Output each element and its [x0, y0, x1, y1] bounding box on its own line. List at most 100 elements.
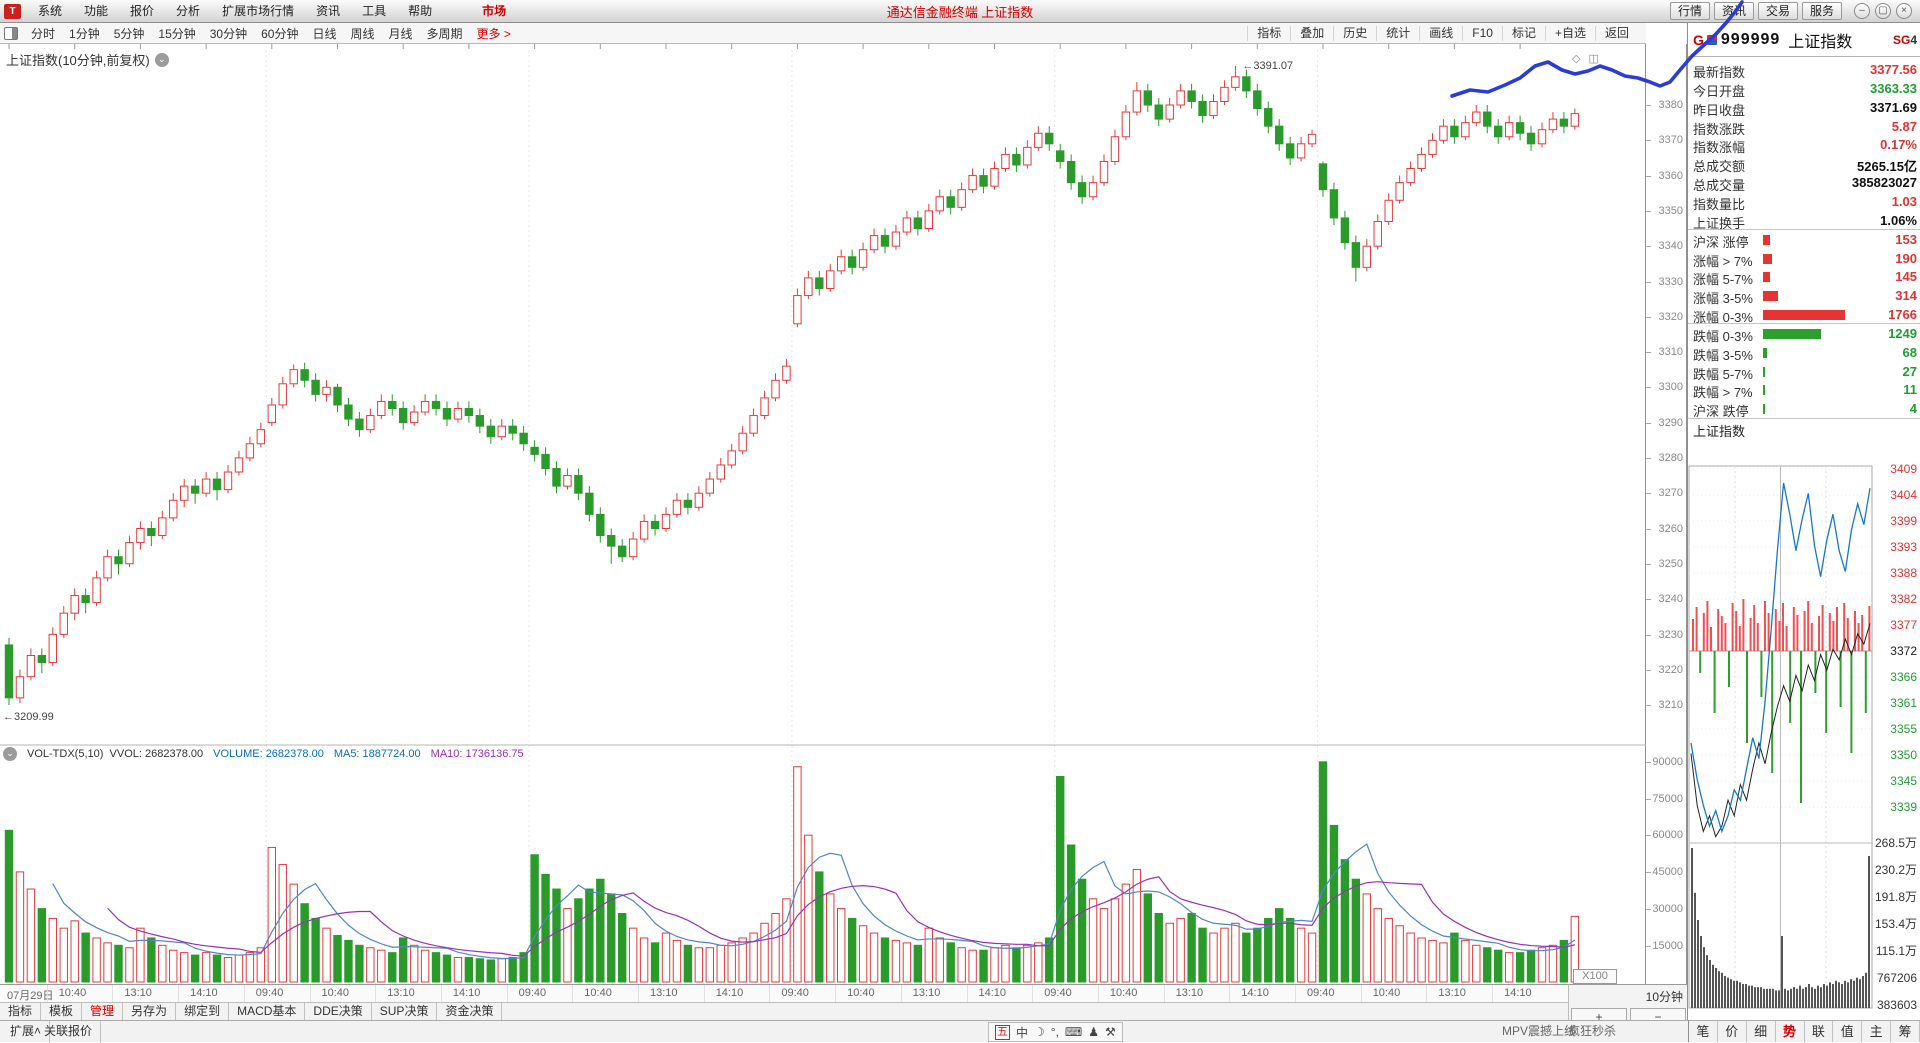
menu-帮助[interactable]: 帮助: [408, 3, 433, 18]
tool-叠加[interactable]: 叠加: [1290, 26, 1333, 41]
time-separator: [835, 985, 837, 1003]
time-separator: [309, 985, 311, 1003]
menu-功能[interactable]: 功能: [84, 3, 109, 18]
tab-SUP决策[interactable]: SUP决策: [372, 1003, 438, 1021]
tab-MACD基本[interactable]: MACD基本: [229, 1003, 306, 1021]
tool-画线[interactable]: 画线: [1419, 26, 1462, 41]
period-1分钟[interactable]: 1分钟: [69, 26, 100, 41]
menu-资讯[interactable]: 资讯: [316, 3, 341, 18]
tab-资金决策[interactable]: 资金决策: [437, 1003, 503, 1021]
moon-icon[interactable]: ☽: [1034, 1025, 1045, 1039]
tool-+自选[interactable]: +自选: [1544, 26, 1595, 41]
period-30分钟[interactable]: 30分钟: [209, 26, 248, 41]
collapse-chevron-icon[interactable]: ⌄: [154, 52, 169, 67]
quote-tab-筹[interactable]: 筹: [1891, 1021, 1920, 1042]
period-周线[interactable]: 周线: [350, 26, 375, 41]
quote-row-label: 总成交量: [1693, 178, 1746, 194]
axis-tick: [1646, 387, 1651, 389]
user-icon[interactable]: ♟: [1088, 1025, 1100, 1039]
minimize-button[interactable]: –: [1854, 3, 1870, 19]
tab-指标[interactable]: 指标: [0, 1003, 42, 1021]
quote-row-value: 5265.15亿: [1857, 159, 1917, 175]
tools-icon[interactable]: ⚒: [1105, 1025, 1116, 1039]
tab-管理[interactable]: 管理: [82, 1003, 124, 1021]
lang-icon[interactable]: 中: [1016, 1025, 1029, 1040]
tool-指标[interactable]: 指标: [1247, 26, 1290, 41]
axis-tick: [1646, 762, 1651, 763]
quote-row-label: 跌幅 > 7%: [1693, 385, 1753, 401]
period-5分钟[interactable]: 5分钟: [113, 26, 145, 41]
restore-button[interactable]: ▢: [1875, 3, 1891, 19]
main-chart-area[interactable]: 上证指数(10分钟,前复权) ⌄ ◇ ◫ ←3391.07 ←3209.99 ⌄ …: [0, 44, 1646, 984]
titlebar-button-资讯[interactable]: 资讯: [1714, 2, 1754, 20]
interval-label: 10分钟: [1645, 990, 1683, 1004]
tool-F10[interactable]: F10: [1462, 26, 1502, 41]
time-separator: [900, 985, 902, 1003]
menu-工具[interactable]: 工具: [362, 3, 387, 18]
time-separator: [1492, 985, 1494, 1003]
quote-row: 沪深 涨停 153: [1688, 230, 1920, 250]
menu-报价[interactable]: 报价: [130, 3, 155, 18]
period-多周期[interactable]: 多周期: [426, 26, 463, 41]
titlebar-button-行情[interactable]: 行情: [1670, 2, 1710, 20]
quote-tab-值[interactable]: 值: [1833, 1021, 1863, 1042]
quote-row-value: 1249: [1888, 325, 1917, 341]
layout-icon[interactable]: ◫: [1588, 53, 1599, 65]
axis-tick: [1646, 281, 1651, 283]
keyboard-icon[interactable]: ⌨: [1064, 1025, 1083, 1039]
period-15分钟[interactable]: 15分钟: [158, 26, 196, 41]
punct-icon[interactable]: °,: [1050, 1025, 1059, 1039]
menu-扩展市场行情[interactable]: 扩展市场行情: [222, 3, 295, 18]
quote-tab-联[interactable]: 联: [1805, 1021, 1834, 1042]
quote-tab-笔[interactable]: 笔: [1689, 1021, 1718, 1042]
titlebar-button-交易[interactable]: 交易: [1758, 2, 1798, 20]
promo-text[interactable]: MPV震撼上线: [1502, 1024, 1577, 1038]
menu-系统[interactable]: 系统: [38, 3, 63, 18]
tool-标记[interactable]: 标记: [1501, 26, 1545, 41]
time-label: 14:10: [1504, 987, 1532, 999]
tab-另存为[interactable]: 另存为: [123, 1003, 177, 1021]
volume-label: 45000: [1652, 866, 1683, 879]
time-separator: [46, 985, 48, 1003]
tool-统计[interactable]: 统计: [1376, 26, 1419, 41]
promo-text[interactable]: 疯狂秒杀: [1568, 1024, 1617, 1038]
menu-市场[interactable]: 市场: [482, 3, 507, 18]
titlebar-button-服务[interactable]: 服务: [1802, 2, 1842, 20]
tool-返回[interactable]: 返回: [1594, 26, 1638, 41]
quote-row-bar: [1763, 310, 1845, 321]
axis-tick: [1646, 210, 1651, 212]
period-月线[interactable]: 月线: [388, 26, 413, 41]
period-分时[interactable]: 分时: [31, 26, 56, 41]
close-button[interactable]: ×: [1896, 3, 1912, 19]
vol-collapse-icon[interactable]: ⌄: [3, 747, 17, 761]
quote-header[interactable]: G 999999 上证指数 SG4: [1688, 23, 1920, 57]
status-扩展˄[interactable]: 扩展˄: [2, 1021, 51, 1043]
quote-tab-势[interactable]: 势: [1776, 1021, 1805, 1042]
chart-corner-icons[interactable]: ◇ ◫: [1572, 52, 1599, 65]
quote-tab-价[interactable]: 价: [1718, 1021, 1747, 1042]
period-60分钟[interactable]: 60分钟: [261, 26, 299, 41]
tab-DDE决策[interactable]: DDE决策: [305, 1003, 372, 1021]
svg-text:3393: 3393: [1890, 540, 1917, 554]
ime-bar[interactable]: 五中 ☽ °, ⌨ ♟ ⚒: [988, 1022, 1123, 1042]
quote-row-value: 385823027: [1851, 175, 1917, 191]
quote-tab-细[interactable]: 细: [1747, 1021, 1776, 1042]
wubi-icon[interactable]: 五: [995, 1024, 1010, 1040]
quote-tab-主[interactable]: 主: [1862, 1021, 1892, 1042]
intraday-mini-chart[interactable]: 3409 3404 3399 3393 3388 3382 3377 3372 3366 3361…: [1688, 443, 1920, 1020]
status-关联报价[interactable]: 关联报价: [36, 1021, 102, 1043]
svg-text:115.1万: 115.1万: [1876, 944, 1917, 958]
quote-row-bar: [1763, 272, 1770, 283]
tool-历史[interactable]: 历史: [1333, 26, 1376, 41]
more-periods-button[interactable]: 更多 >: [476, 26, 511, 41]
svg-text:3355: 3355: [1890, 722, 1917, 736]
tab-模板[interactable]: 模板: [41, 1003, 83, 1021]
menu-分析[interactable]: 分析: [176, 3, 201, 18]
period-日线[interactable]: 日线: [312, 26, 337, 41]
price-label: 3310: [1658, 346, 1683, 359]
tab-绑定到[interactable]: 绑定到: [176, 1003, 230, 1021]
panel-split-icon[interactable]: [4, 26, 18, 40]
diamond-icon[interactable]: ◇: [1572, 53, 1581, 65]
axis-tick: [1646, 634, 1651, 636]
candlestick-chart[interactable]: [0, 44, 1646, 984]
